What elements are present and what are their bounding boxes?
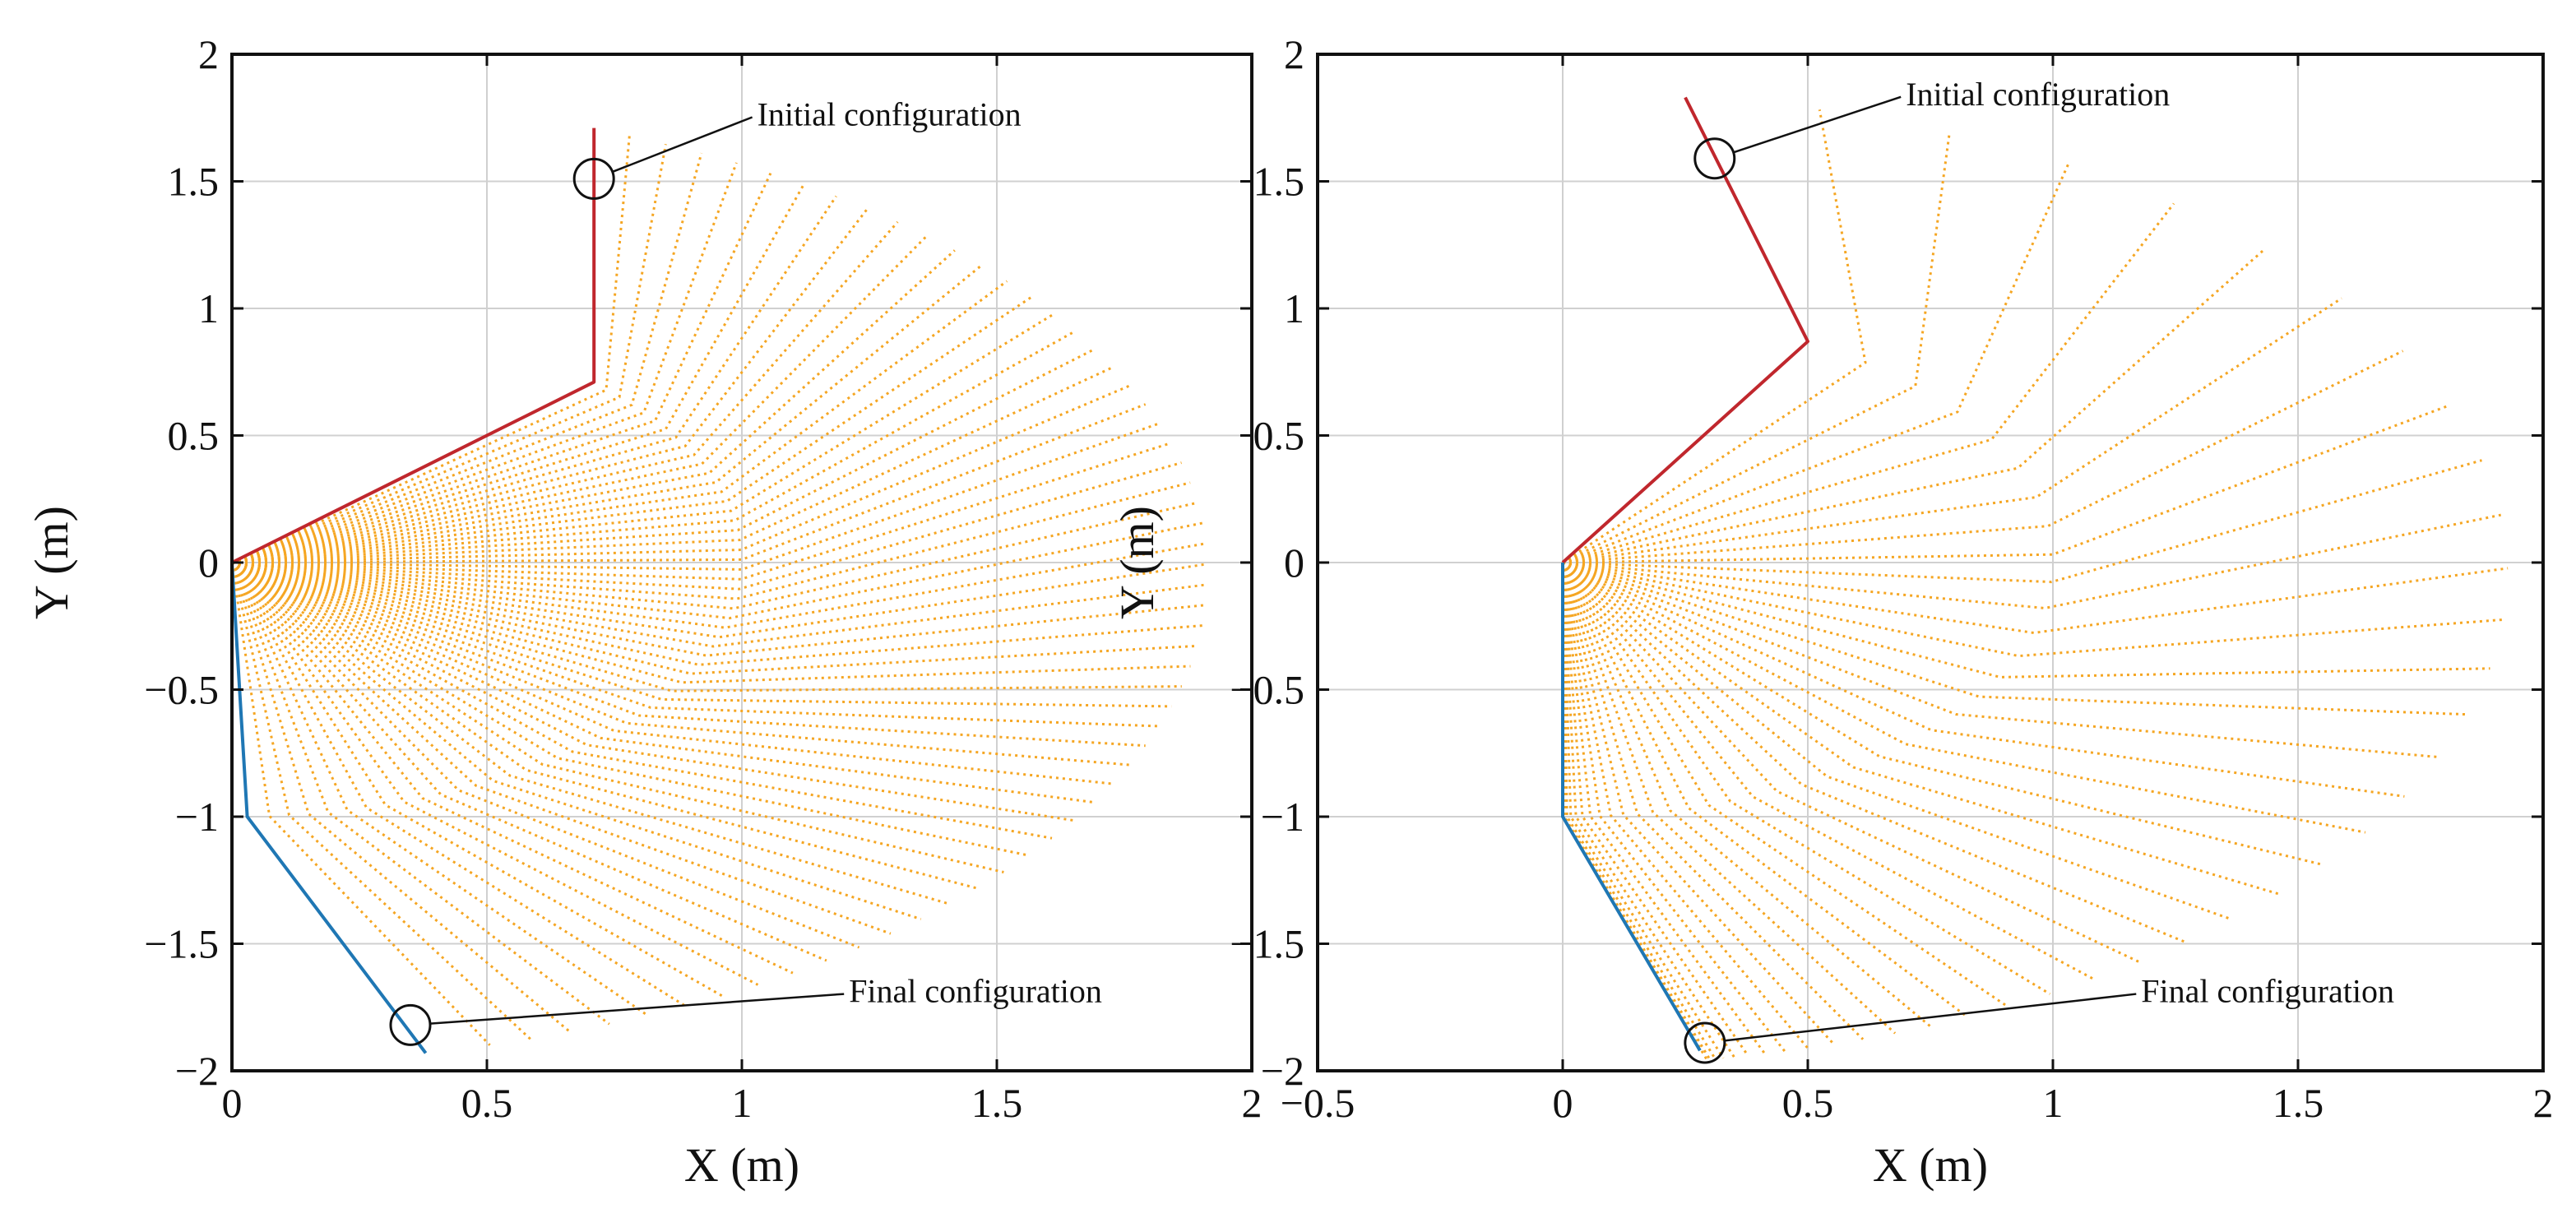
left-trajectory-step-59 xyxy=(232,563,490,1045)
right-x-axis-label: X (m) xyxy=(1873,1138,1988,1192)
left-trajectory-step-50 xyxy=(232,563,827,961)
left-trajectory-step-51 xyxy=(232,563,793,973)
right-trajectory-step-37 xyxy=(1563,563,1715,1059)
right-axis-ticks: −0.5 0 0.5 1 1.5 2−2−1.5−1−0.500.511.52 xyxy=(1230,31,2553,1126)
left-final-annotation: Final configuration xyxy=(849,973,1102,1010)
left-trajectory-step-19 xyxy=(232,386,1130,563)
right-x-tick-label-2: 0.5 xyxy=(1782,1080,1834,1126)
left-initial-leader xyxy=(613,118,753,172)
right-grid xyxy=(1318,54,2543,1071)
right-trajectory-step-6 xyxy=(1563,299,2342,563)
right-trajectory-step-11 xyxy=(1563,563,2508,633)
left-trajectory-step-16 xyxy=(232,331,1075,563)
left-trajectory-step-6 xyxy=(232,184,804,563)
right-trajectory-step-15 xyxy=(1563,563,2439,757)
right-x-tick-label-5: 2 xyxy=(2533,1080,2554,1126)
right-y-tick-label-0: −2 xyxy=(1261,1048,1304,1094)
left-x-tick-label-3: 1.5 xyxy=(971,1080,1023,1126)
right-trajectory-lines xyxy=(1563,109,2508,1059)
right-trajectory-step-32 xyxy=(1563,563,1785,1051)
right-trajectory-step-29 xyxy=(1563,563,1863,1040)
right-trajectory-step-26 xyxy=(1563,563,1967,1017)
left-y-tick-label-8: 2 xyxy=(198,31,219,77)
left-final-leader xyxy=(430,994,844,1024)
left-y-tick-label-2: −1 xyxy=(175,794,219,840)
right-trajectory-step-5 xyxy=(1563,248,2265,563)
right-y-tick-label-6: 1 xyxy=(1284,285,1304,331)
right-y-tick-label-7: 1.5 xyxy=(1253,159,1305,205)
left-y-axis-label: Y (m) xyxy=(25,506,78,619)
left-x-tick-label-1: 0.5 xyxy=(461,1080,513,1126)
left-y-tick-label-6: 1 xyxy=(198,285,219,331)
right-trajectory-step-13 xyxy=(1563,563,2490,677)
left-trajectory-step-4 xyxy=(232,163,736,563)
left-y-tick-label-5: 0.5 xyxy=(168,413,220,459)
left-final-marker xyxy=(391,1005,430,1044)
left-trajectory-lines xyxy=(232,136,1208,1044)
left-y-tick-label-3: −0.5 xyxy=(144,667,219,713)
left-y-tick-label-0: −2 xyxy=(175,1048,219,1094)
right-y-tick-label-1: −1.5 xyxy=(1230,921,1304,967)
right-y-tick-label-5: 0.5 xyxy=(1253,413,1305,459)
right-trajectory-step-33 xyxy=(1563,563,1765,1054)
right-trajectory-step-39 xyxy=(1563,563,1707,1059)
right-trajectory-step-7 xyxy=(1563,351,2403,563)
right-y-tick-label-2: −1 xyxy=(1261,794,1304,840)
left-y-tick-label-4: 0 xyxy=(198,540,219,586)
right-x-tick-label-4: 1.5 xyxy=(2273,1080,2324,1126)
right-initial-leader xyxy=(1734,97,1902,153)
figure-canvas: Initial configuration Final configuratio… xyxy=(0,0,2576,1232)
left-chart-panel: Initial configuration Final configuratio… xyxy=(25,31,1263,1192)
right-final-annotation: Final configuration xyxy=(2141,973,2394,1010)
left-trajectory-step-2 xyxy=(232,144,666,563)
right-trajectory-step-9 xyxy=(1563,461,2482,582)
left-trajectory-step-7 xyxy=(232,197,836,563)
left-x-axis-label: X (m) xyxy=(684,1138,799,1192)
left-trajectory-step-5 xyxy=(232,174,771,563)
left-trajectory-step-40 xyxy=(232,563,1094,803)
right-x-tick-label-1: 0 xyxy=(1553,1080,1573,1126)
left-y-tick-label-1: −1.5 xyxy=(144,921,219,967)
right-trajectory-step-36 xyxy=(1563,563,1723,1058)
right-trajectory-step-35 xyxy=(1563,563,1735,1057)
left-trajectory-step-47 xyxy=(232,563,921,919)
right-x-tick-label-3: 1 xyxy=(2043,1080,2064,1126)
left-y-tick-label-7: 1.5 xyxy=(168,159,220,205)
left-x-tick-label-4: 2 xyxy=(1242,1080,1263,1126)
left-trajectory-step-38 xyxy=(232,563,1130,765)
right-trajectory-step-14 xyxy=(1563,563,2468,715)
right-trajectory-step-12 xyxy=(1563,563,2504,656)
left-trajectory-step-15 xyxy=(232,314,1054,563)
left-trajectory-step-3 xyxy=(232,153,702,563)
left-x-tick-label-0: 0 xyxy=(222,1080,243,1126)
left-trajectory-step-36 xyxy=(232,563,1159,726)
right-trajectory-step-8 xyxy=(1563,405,2449,563)
right-annotations: Initial configuration Final configuratio… xyxy=(1685,76,2394,1063)
right-y-tick-label-3: −0.5 xyxy=(1230,667,1304,713)
right-trajectory-step-23 xyxy=(1563,563,2094,980)
left-axis-ticks: 0 0.5 1 1.5 2 −2 −1.5 −1 −0.5 0 0.5 1 1.5 2 xyxy=(144,31,1262,1126)
right-trajectory-step-3 xyxy=(1563,164,2069,563)
left-trajectory-step-13 xyxy=(232,281,1007,563)
right-trajectory-step-10 xyxy=(1563,515,2501,608)
right-initial-annotation: Initial configuration xyxy=(1906,76,2170,113)
right-trajectory-step-2 xyxy=(1563,132,1949,563)
right-chart-panel: Initial configuration Final configuratio… xyxy=(1110,31,2554,1192)
right-y-tick-label-4: 0 xyxy=(1284,540,1304,586)
right-trajectory-step-17 xyxy=(1563,563,2365,832)
right-initial-configuration xyxy=(1563,98,1808,563)
left-trajectory-step-56 xyxy=(232,563,609,1024)
left-trajectory-step-8 xyxy=(232,209,868,563)
left-initial-annotation: Initial configuration xyxy=(758,96,1022,133)
right-final-marker xyxy=(1685,1023,1725,1063)
left-x-tick-label-2: 1 xyxy=(732,1080,753,1126)
right-trajectory-step-4 xyxy=(1563,204,2174,563)
right-trajectory-step-19 xyxy=(1563,563,2278,894)
right-y-tick-label-8: 2 xyxy=(1284,31,1304,77)
right-final-leader xyxy=(1725,994,2137,1041)
right-y-axis-label: Y (m) xyxy=(1110,506,1164,619)
left-trajectory-step-49 xyxy=(232,563,859,947)
